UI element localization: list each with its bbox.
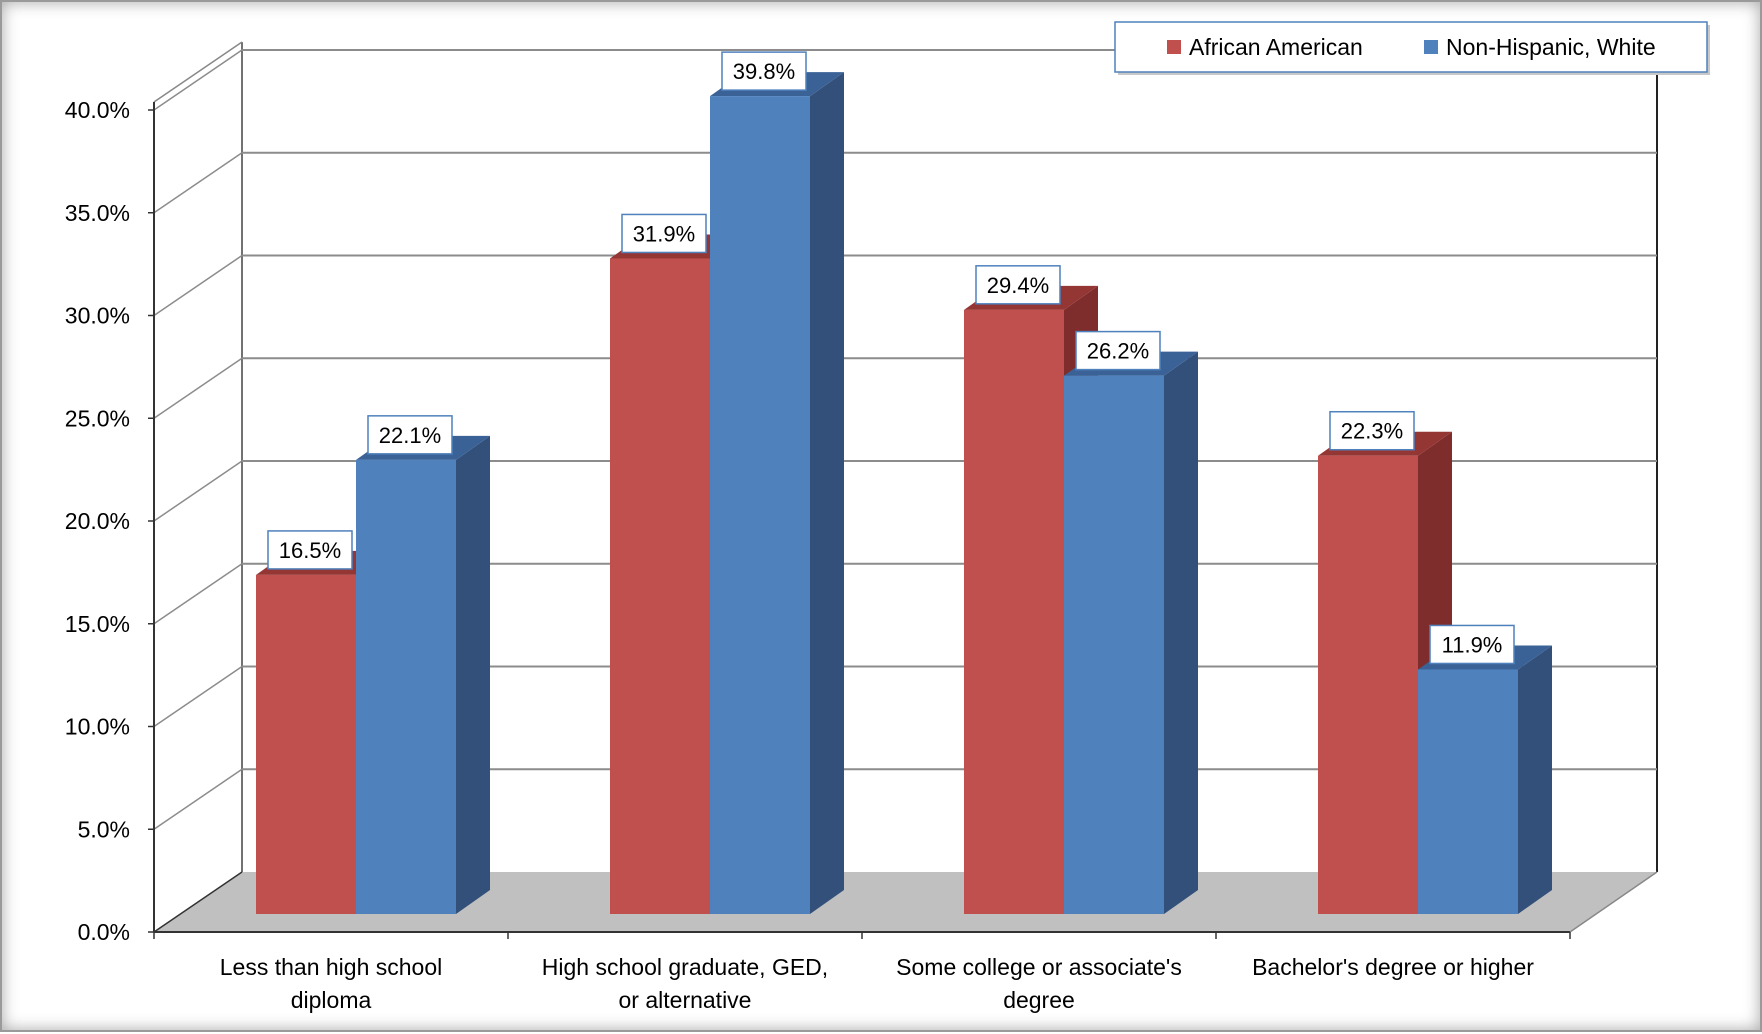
bar: [1418, 669, 1518, 914]
side-gridline: [153, 665, 243, 728]
bar: [356, 459, 456, 914]
side-gridline: [153, 460, 243, 522]
legend-label: Non-Hispanic, White: [1446, 34, 1656, 60]
bar: [256, 574, 356, 914]
data-label: 29.4%: [987, 273, 1049, 298]
data-labels: 16.5% 22.1% 31.9% 39.8% 29.4% 26.2% 22.3% 11.9%: [267, 51, 1515, 665]
data-label: 22.1%: [379, 423, 441, 448]
legend-swatch: [1424, 40, 1438, 54]
legend-swatch: [1167, 40, 1181, 54]
data-label: 39.8%: [733, 59, 795, 84]
data-label-box: [367, 415, 453, 455]
side-wall-top-edge: [153, 41, 243, 103]
x-tick-label: Bachelor's degree or higher: [1252, 954, 1534, 980]
x-tick-label: or alternative: [619, 987, 752, 1013]
y-tick-label: 0.0%: [78, 919, 130, 945]
floor: [154, 872, 1657, 932]
bar-side: [456, 435, 490, 914]
x-tick-label: Less than high school: [220, 954, 443, 980]
floor-right-edge: [1569, 871, 1658, 933]
y-tick-label: 35.0%: [65, 200, 130, 226]
y-tick-label: 30.0%: [65, 303, 130, 329]
legend: African American Non-Hispanic, White: [1114, 21, 1710, 75]
y-tick-label: 5.0%: [78, 816, 130, 842]
y-tick-label: 25.0%: [65, 405, 130, 431]
bar: [1318, 455, 1418, 914]
bar-side: [810, 72, 844, 915]
y-tick-label: 10.0%: [65, 714, 130, 740]
data-label-box: [721, 51, 807, 91]
data-label-box: [975, 265, 1061, 305]
data-label: 26.2%: [1087, 339, 1149, 364]
legend-box: [1114, 21, 1708, 73]
chart-walls: [153, 41, 1658, 932]
bar-side: [1518, 645, 1552, 914]
bar: [610, 258, 710, 915]
floor-left-edge: [153, 871, 243, 933]
data-label-box: [1429, 624, 1515, 665]
data-label-box: [267, 530, 353, 570]
side-gridline: [153, 357, 243, 419]
side-gridline: [153, 152, 243, 214]
bars: [256, 72, 1552, 915]
data-label-box: [621, 213, 707, 254]
data-label-box: [1329, 410, 1415, 451]
x-tick-label: degree: [1003, 987, 1075, 1013]
side-gridline: [153, 254, 243, 317]
x-tick-label: Some college or associate's: [896, 954, 1182, 980]
data-label: 22.3%: [1341, 419, 1403, 444]
side-gridline: [153, 49, 243, 111]
data-label: 16.5%: [279, 538, 341, 563]
y-tick-label: 15.0%: [65, 611, 130, 637]
x-tick-label: High school graduate, GED,: [542, 954, 828, 980]
side-gridline: [153, 563, 243, 625]
bar: [1064, 375, 1164, 915]
legend-label: African American: [1189, 34, 1363, 60]
bar: [964, 309, 1064, 915]
data-label: 31.9%: [633, 221, 695, 246]
data-label-box: [1075, 330, 1161, 371]
axes: 0.0% 5.0% 10.0% 15.0% 20.0% 25.0% 30.0% 35.0% 40…: [65, 97, 1658, 1013]
bar: [710, 96, 810, 915]
side-gridline: [153, 768, 243, 830]
data-label: 11.9%: [1442, 632, 1503, 657]
bar-side: [1164, 351, 1198, 915]
x-tick-label: diploma: [291, 987, 372, 1013]
y-tick-label: 40.0%: [65, 97, 130, 123]
y-tick-label: 20.0%: [65, 508, 130, 534]
